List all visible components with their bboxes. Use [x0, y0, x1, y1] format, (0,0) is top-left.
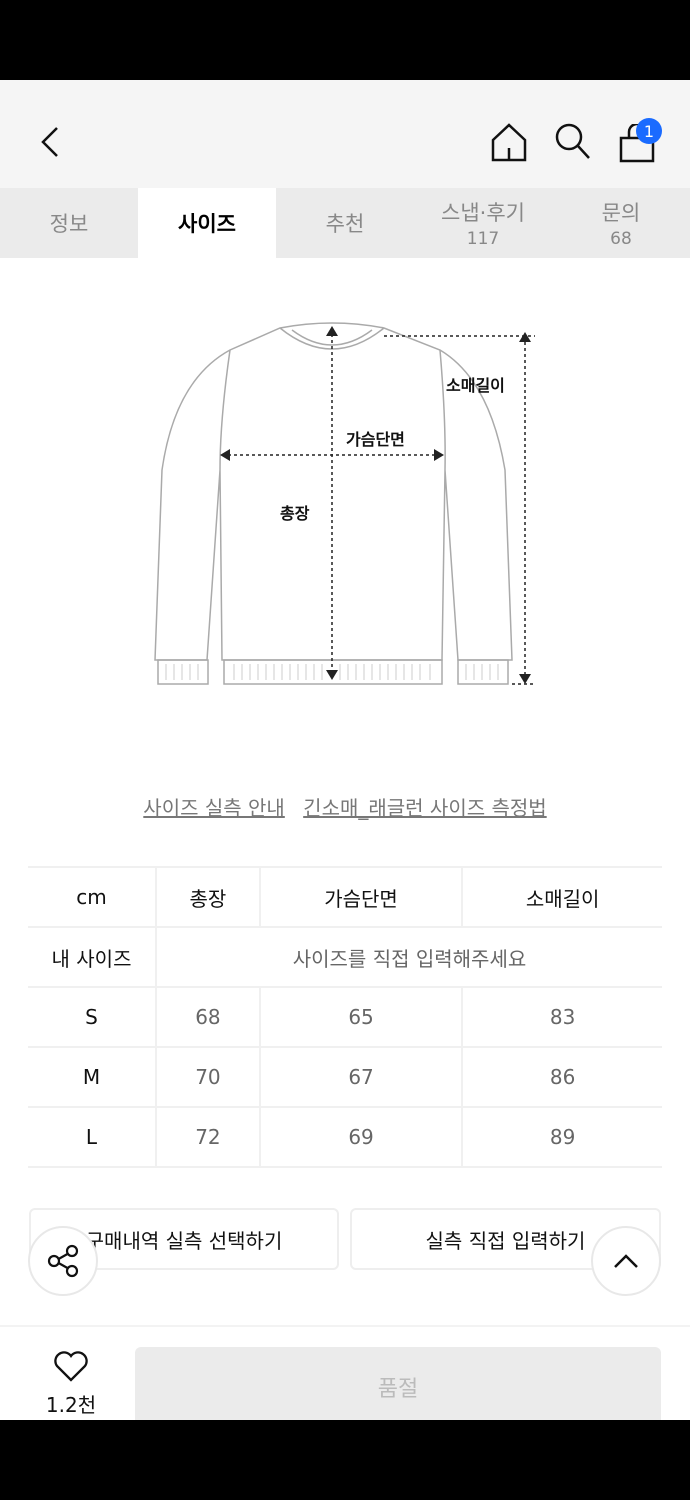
- sweater-illustration: [154, 322, 535, 685]
- value-cell: 70: [155, 1046, 261, 1108]
- tab-label: 사이즈: [178, 212, 236, 236]
- header-cell: 가슴단면: [258, 866, 464, 928]
- table-row: M 70 67 86: [28, 1046, 662, 1108]
- tab-recommend[interactable]: 추천: [276, 188, 414, 258]
- search-icon[interactable]: [554, 122, 592, 162]
- size-table: cm 총장 가슴단면 소매길이 내 사이즈 사이즈를 직접 입력해주세요 S 6…: [28, 866, 662, 1168]
- size-guide-links: 사이즈 실측 안내 긴소매_래글런 사이즈 측정법: [0, 792, 690, 821]
- screen: 1 정보 사이즈 추천 스냅·후기 117 문의 68: [0, 80, 690, 1420]
- share-button[interactable]: [28, 1226, 98, 1296]
- total-length-label: 총장: [280, 504, 310, 523]
- chevron-up-icon: [614, 1254, 638, 1268]
- value-cell: 83: [461, 986, 662, 1048]
- size-guide-link[interactable]: 사이즈 실측 안내: [143, 796, 285, 820]
- tab-label: 정보: [49, 212, 89, 236]
- size-cell: L: [28, 1106, 157, 1168]
- tab-label: 문의: [601, 201, 641, 225]
- value-cell: 68: [155, 986, 261, 1048]
- tab-count: 117: [466, 229, 500, 249]
- back-icon[interactable]: [38, 125, 62, 159]
- tab-count: 68: [610, 229, 632, 249]
- tab-size[interactable]: 사이즈: [138, 188, 276, 258]
- measure-method-link[interactable]: 긴소매_래글런 사이즈 측정법: [303, 796, 547, 820]
- my-size-prompt[interactable]: 사이즈를 직접 입력해주세요: [155, 926, 662, 988]
- scroll-top-button[interactable]: [591, 1226, 661, 1296]
- tab-qna[interactable]: 문의 68: [552, 188, 690, 258]
- heart-icon: [54, 1351, 88, 1382]
- share-icon: [47, 1244, 79, 1278]
- value-cell: 86: [461, 1046, 662, 1108]
- value-cell: 65: [258, 986, 464, 1048]
- chest-width-label: 가슴단면: [346, 430, 405, 449]
- table-header-row: cm 총장 가슴단면 소매길이: [28, 866, 662, 928]
- sleeve-length-label: 소매길이: [446, 376, 505, 395]
- size-diagram: 소매길이 가슴단면 총장: [150, 320, 550, 704]
- tab-snap-review[interactable]: 스냅·후기 117: [414, 188, 552, 258]
- tab-info[interactable]: 정보: [0, 188, 138, 258]
- top-bar: 1: [0, 80, 690, 188]
- value-cell: 89: [461, 1106, 662, 1168]
- bottom-bar: 1.2천 품절: [0, 1325, 690, 1420]
- tab-bar: 정보 사이즈 추천 스냅·후기 117 문의 68: [0, 188, 690, 258]
- size-cell: S: [28, 986, 157, 1048]
- tab-label: 추천: [325, 212, 365, 236]
- home-icon[interactable]: [490, 122, 528, 162]
- my-size-row: 내 사이즈 사이즈를 직접 입력해주세요: [28, 926, 662, 988]
- tab-label: 스냅·후기: [441, 201, 525, 225]
- table-row: S 68 65 83: [28, 986, 662, 1048]
- header-cell: 총장: [155, 866, 261, 928]
- size-cell: M: [28, 1046, 157, 1108]
- value-cell: 67: [258, 1046, 464, 1108]
- value-cell: 69: [258, 1106, 464, 1168]
- like-count: 1.2천: [45, 1393, 97, 1417]
- soldout-button[interactable]: 품절: [135, 1347, 661, 1420]
- like-button[interactable]: 1.2천: [40, 1351, 102, 1418]
- header-cell: 소매길이: [461, 866, 662, 928]
- value-cell: 72: [155, 1106, 261, 1168]
- my-size-label: 내 사이즈: [28, 926, 157, 988]
- cart-badge: 1: [636, 118, 662, 144]
- header-cell: cm: [28, 866, 157, 928]
- table-row: L 72 69 89: [28, 1106, 662, 1168]
